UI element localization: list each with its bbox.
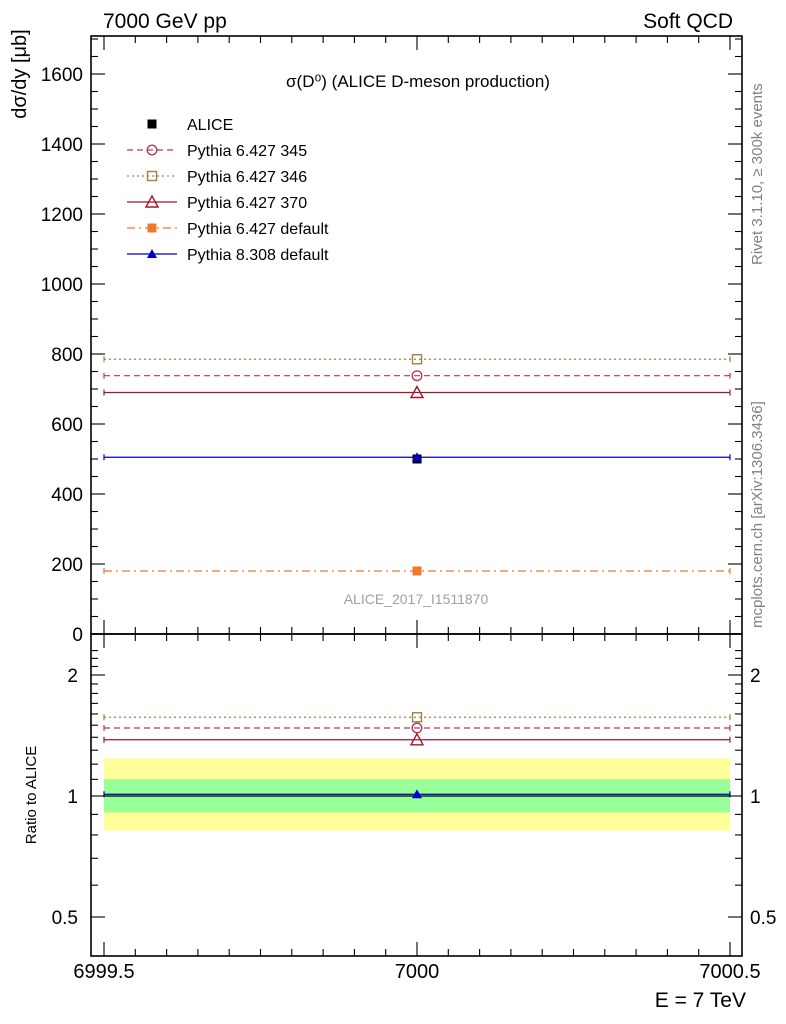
ratio-point-pythia-6-427-370 bbox=[409, 732, 425, 746]
analysis-watermark: ALICE_2017_I1511870 bbox=[344, 591, 489, 607]
main-y-tick-label: 1600 bbox=[41, 65, 83, 86]
main-y-tick-label: 0 bbox=[72, 625, 83, 646]
ratio-point-pythia-8-308-default bbox=[412, 789, 422, 799]
legend-label: ALICE bbox=[187, 117, 233, 134]
data-point-pythia-6-427-default bbox=[412, 566, 422, 576]
legend-label: Pythia 6.427 370 bbox=[187, 195, 307, 212]
legend-marker bbox=[147, 223, 157, 233]
x-tick-label: 7000.5 bbox=[699, 961, 760, 983]
header-right: Soft QCD bbox=[643, 10, 733, 33]
main-y-tick-label: 1400 bbox=[41, 135, 83, 156]
y-axis-label: dσ/dy [μb] bbox=[9, 29, 31, 118]
legend-label: Pythia 6.427 345 bbox=[187, 143, 307, 160]
data-point-pythia-8-308-default bbox=[412, 452, 422, 462]
legend: ALICE Pythia 6.427 345 Pythia 6.427 346 Pyt… bbox=[127, 117, 329, 264]
legend-label: Pythia 8.308 default bbox=[187, 247, 329, 264]
ratio-axis-label: Ratio to ALICE bbox=[23, 746, 40, 844]
legend-entry-pythia-6-427-346: Pythia 6.427 346 bbox=[127, 169, 307, 186]
main-y-tick-label: 400 bbox=[51, 485, 83, 506]
ratio-y-tick-label-left: 2 bbox=[67, 666, 78, 687]
data-point-pythia-6-427-345 bbox=[411, 370, 423, 382]
x-tick-label: 6999.5 bbox=[73, 961, 134, 983]
legend-entry-pythia-6-427-370: Pythia 6.427 370 bbox=[127, 194, 307, 212]
legend-entry-pythia-8-308-default: Pythia 8.308 default bbox=[127, 247, 329, 264]
main-y-tick-label: 600 bbox=[51, 415, 83, 436]
ratio-y-tick-label-right: 1 bbox=[750, 787, 761, 808]
ratio-point-pythia-6-427-346 bbox=[411, 712, 423, 723]
data-point-pythia-6-427-370 bbox=[409, 385, 425, 399]
legend-label: Pythia 6.427 default bbox=[187, 221, 329, 238]
series-markers bbox=[409, 354, 425, 799]
main-y-tick-label: 200 bbox=[51, 555, 83, 576]
data-point-pythia-6-427-346 bbox=[411, 354, 423, 365]
axis-ticks bbox=[91, 36, 742, 956]
legend-marker bbox=[147, 249, 157, 258]
legend-marker bbox=[146, 144, 158, 156]
legend-marker bbox=[147, 119, 157, 129]
x-axis-label: E = 7 TeV bbox=[655, 989, 746, 1012]
header-left: 7000 GeV pp bbox=[103, 10, 227, 33]
main-y-tick-label: 800 bbox=[51, 345, 83, 366]
legend-entry-pythia-6-427-default: Pythia 6.427 default bbox=[127, 221, 329, 238]
legend-entry-pythia-6-427-345: Pythia 6.427 345 bbox=[127, 143, 307, 160]
legend-label: Pythia 6.427 346 bbox=[187, 169, 307, 186]
legend-marker bbox=[146, 170, 158, 182]
tick-labels: 0 200 400 600 800 1000 1200 1400 1600 0.5 0.5 1 1 2 2 6… bbox=[41, 65, 777, 983]
ratio-y-tick-label-right: 2 bbox=[750, 666, 761, 687]
chart-title: σ(D⁰) (ALICE D-meson production) bbox=[286, 72, 550, 91]
mcplots-label: mcplots.cern.ch [arXiv:1306.3436] bbox=[749, 401, 766, 628]
x-tick-label: 7000 bbox=[395, 961, 440, 983]
legend-entry-alice: ALICE bbox=[147, 117, 233, 134]
legend-marker bbox=[144, 194, 160, 208]
main-y-tick-label: 1200 bbox=[41, 205, 83, 226]
series-lines bbox=[103, 356, 731, 798]
ratio-y-tick-label-right: 0.5 bbox=[750, 908, 776, 929]
ratio-y-tick-label-left: 0.5 bbox=[52, 908, 78, 929]
main-y-tick-label: 1000 bbox=[41, 275, 83, 296]
ratio-y-tick-label-left: 1 bbox=[67, 787, 78, 808]
rivet-label: Rivet 3.1.10, ≥ 300k events bbox=[749, 83, 766, 265]
